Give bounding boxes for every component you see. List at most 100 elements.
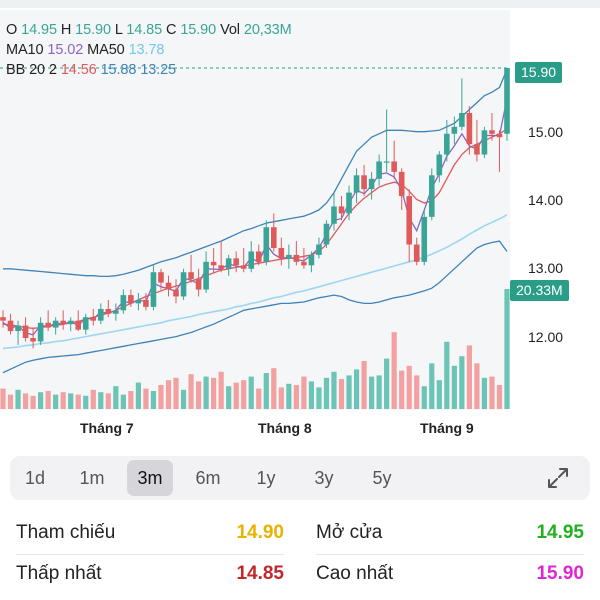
divider xyxy=(16,554,284,555)
candle-body xyxy=(451,126,458,134)
volume-bar xyxy=(226,386,232,409)
volume-bar xyxy=(489,376,495,409)
timeframe-5y-button[interactable]: 5y xyxy=(372,468,392,488)
candle-body xyxy=(421,216,428,262)
high-label: Cao nhất xyxy=(316,563,394,584)
stock-chart[interactable]: O 14.95 H 15.90 L 14.85 C 15.90 Vol 20,3… xyxy=(0,0,600,445)
volume-bar xyxy=(263,373,269,409)
candle-body xyxy=(210,261,217,266)
candle-body xyxy=(361,175,367,190)
candle-body xyxy=(376,161,382,179)
candle-body xyxy=(0,317,6,321)
volume-bar xyxy=(421,386,427,409)
current-price-tag: 15.90 xyxy=(515,62,563,83)
y-axis-label: 14.00 xyxy=(528,192,564,208)
candle-body xyxy=(293,254,300,262)
candle-body xyxy=(398,171,405,197)
candle-body xyxy=(150,272,157,307)
candle-body xyxy=(428,175,435,217)
timeframe-1m-button[interactable]: 1m xyxy=(79,468,105,488)
timeframe-3m-button[interactable]: 3m xyxy=(127,460,173,496)
bb-legend: BB 20 2 14.56 15.88 13.25 xyxy=(6,62,176,78)
candle-body xyxy=(173,289,179,297)
month-label: Tháng 9 xyxy=(420,420,474,436)
volume-bar xyxy=(459,356,465,409)
volume-bar xyxy=(45,391,51,409)
volume-bar xyxy=(429,363,435,409)
volume-bar xyxy=(53,394,59,409)
candle-body xyxy=(158,272,164,283)
volume-bar xyxy=(451,365,457,409)
timeframe-selector: 1d 1m 3m 6m 1y 3y 5y xyxy=(10,456,590,500)
candle-body xyxy=(165,282,172,290)
volume-bar xyxy=(308,381,315,409)
volume-bar xyxy=(391,332,397,409)
volume-bar xyxy=(83,395,89,409)
volume-bar xyxy=(376,375,382,409)
volume-bar xyxy=(331,371,337,409)
volume-bar xyxy=(218,371,224,409)
volume-bar xyxy=(105,393,111,409)
candle-body xyxy=(489,130,495,134)
low-key: L xyxy=(114,22,123,38)
timeframe-1y-button[interactable]: 1y xyxy=(256,468,276,488)
candle-body xyxy=(180,272,187,297)
candlestick-chart[interactable] xyxy=(0,0,600,445)
candle-body xyxy=(195,279,202,290)
volume-bar xyxy=(180,389,187,409)
month-label: Tháng 7 xyxy=(80,420,134,436)
candle-body xyxy=(286,254,292,259)
volume-value: 20,33M xyxy=(243,22,292,38)
candle-body xyxy=(82,317,89,330)
candle-body xyxy=(481,130,488,155)
low-price-value: 14.85 xyxy=(236,563,284,584)
volume-bar xyxy=(135,382,142,409)
volume-bar xyxy=(22,393,29,409)
volume-bar xyxy=(248,376,254,409)
y-axis-label: 13.00 xyxy=(528,260,564,276)
timeframe-1d-button[interactable]: 1d xyxy=(24,468,46,488)
ma50-key: MA50 xyxy=(87,42,125,58)
candle-body xyxy=(496,133,503,138)
candle-body xyxy=(331,206,337,224)
volume-bar xyxy=(323,377,330,409)
bollinger-lower-line xyxy=(2,240,508,374)
volume-bar xyxy=(113,386,119,409)
candle-body xyxy=(22,325,29,338)
open-price-value: 14.95 xyxy=(536,522,584,543)
volume-bar xyxy=(346,375,352,409)
candle-body xyxy=(346,192,352,214)
volume-key: Vol xyxy=(220,22,240,38)
volume-bar xyxy=(496,385,503,409)
volume-bar xyxy=(98,392,104,409)
volume-bar xyxy=(444,341,450,409)
chart-background xyxy=(0,10,510,410)
candle-body xyxy=(143,299,149,307)
volume-bar xyxy=(384,358,390,409)
volume-bar xyxy=(361,361,367,409)
candle-body xyxy=(466,113,473,145)
open-label: Mở cửa xyxy=(316,522,383,543)
reference-label: Tham chiếu xyxy=(16,522,116,543)
candle-body xyxy=(263,227,270,262)
candle-body xyxy=(75,320,82,330)
candle-body xyxy=(120,295,127,311)
volume-bar xyxy=(211,377,217,409)
volume-bar xyxy=(120,394,126,409)
candle-body xyxy=(338,206,345,214)
high-value: 15.90 xyxy=(75,22,111,38)
volume-bar xyxy=(353,369,360,409)
volume-bar xyxy=(436,380,442,409)
volume-bar xyxy=(504,289,510,409)
volume-bar xyxy=(466,345,472,409)
candle-body xyxy=(323,223,330,245)
candle-body xyxy=(368,178,375,190)
candle-body xyxy=(474,144,480,155)
expand-icon[interactable] xyxy=(546,466,570,490)
candle-body xyxy=(240,265,247,269)
volume-bar xyxy=(158,385,164,409)
timeframe-3y-button[interactable]: 3y xyxy=(314,468,334,488)
high-price-value: 15.90 xyxy=(536,563,584,584)
timeframe-6m-button[interactable]: 6m xyxy=(195,468,221,488)
candle-body xyxy=(225,258,232,269)
